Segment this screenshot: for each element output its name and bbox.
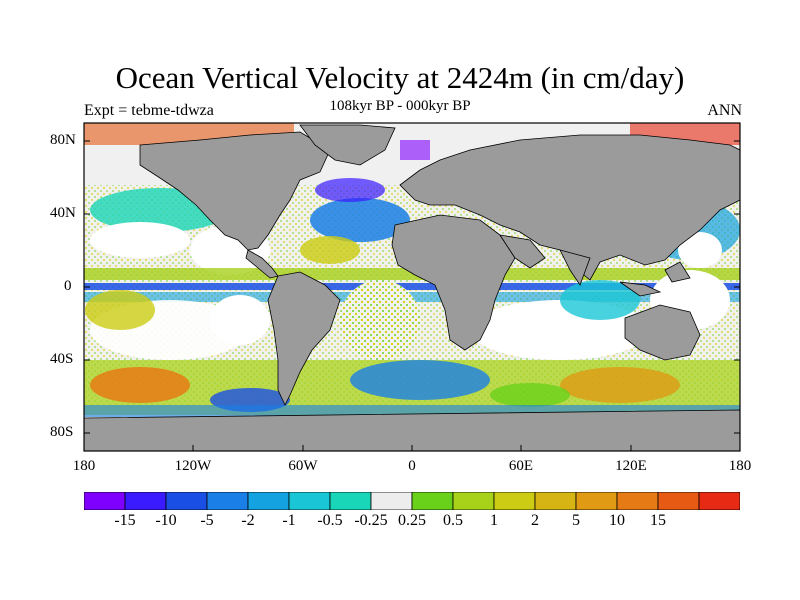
colorbar-swatch xyxy=(370,492,413,510)
colorbar-label: -15 xyxy=(114,512,136,529)
colorbar-label: 1 xyxy=(490,512,498,529)
lon-label: 60W xyxy=(288,458,318,474)
colorbar-swatch xyxy=(411,492,454,510)
colorbar-swatch xyxy=(575,492,618,510)
colorbar-label: -1 xyxy=(282,512,296,529)
lon-label: 0 xyxy=(408,458,416,474)
colorbar-swatch xyxy=(288,492,331,510)
lat-ticks xyxy=(84,140,740,434)
colorbar-swatch xyxy=(657,492,700,510)
colorbar-swatch xyxy=(124,492,167,510)
colorbar-swatch xyxy=(247,492,290,510)
colorbar xyxy=(84,492,740,510)
season-label: ANN xyxy=(707,102,742,119)
colorbar-swatch xyxy=(165,492,208,510)
colorbar-swatch xyxy=(452,492,495,510)
colorbar-swatch xyxy=(698,492,740,510)
colorbar-swatch xyxy=(206,492,249,510)
lat-label: 80N xyxy=(50,132,76,148)
lon-label: 120W xyxy=(174,458,212,474)
lat-label: 0 xyxy=(64,278,72,294)
colorbar-label: -0.25 xyxy=(354,512,388,529)
colorbar-swatch xyxy=(534,492,577,510)
colorbar-swatch xyxy=(616,492,659,510)
land-masses xyxy=(84,124,740,451)
lon-label: 60E xyxy=(508,458,534,474)
colorbar-label: -0.5 xyxy=(317,512,343,529)
colorbar-swatch xyxy=(84,492,126,510)
lon-ticks xyxy=(83,445,741,451)
colorbar-label: 15 xyxy=(650,512,666,529)
plot-subtitle: 108kyr BP - 000kyr BP xyxy=(329,98,471,114)
colorbar-label: 5 xyxy=(572,512,580,529)
colorbar-swatch xyxy=(329,492,372,510)
lon-label: 180 xyxy=(728,458,752,474)
plot-title: Ocean Vertical Velocity at 2424m (in cm/… xyxy=(115,60,685,95)
lat-label: 40S xyxy=(50,351,74,367)
colorbar-swatch xyxy=(493,492,536,510)
colorbar-label: -2 xyxy=(241,512,255,529)
colorbar-label: 0.5 xyxy=(443,512,463,529)
lat-label: 80S xyxy=(50,424,74,440)
ocean-field xyxy=(84,123,740,451)
lat-label: 40N xyxy=(50,205,76,221)
lon-label: 180 xyxy=(72,458,96,474)
lon-label: 120E xyxy=(615,458,647,474)
colorbar-label: -10 xyxy=(155,512,177,529)
experiment-label: Expt = tebme-tdwza xyxy=(84,102,214,119)
colorbar-label: 10 xyxy=(609,512,625,529)
colorbar-label: -5 xyxy=(200,512,214,529)
colorbar-label: 2 xyxy=(531,512,539,529)
colorbar-label: 0.25 xyxy=(398,512,426,529)
